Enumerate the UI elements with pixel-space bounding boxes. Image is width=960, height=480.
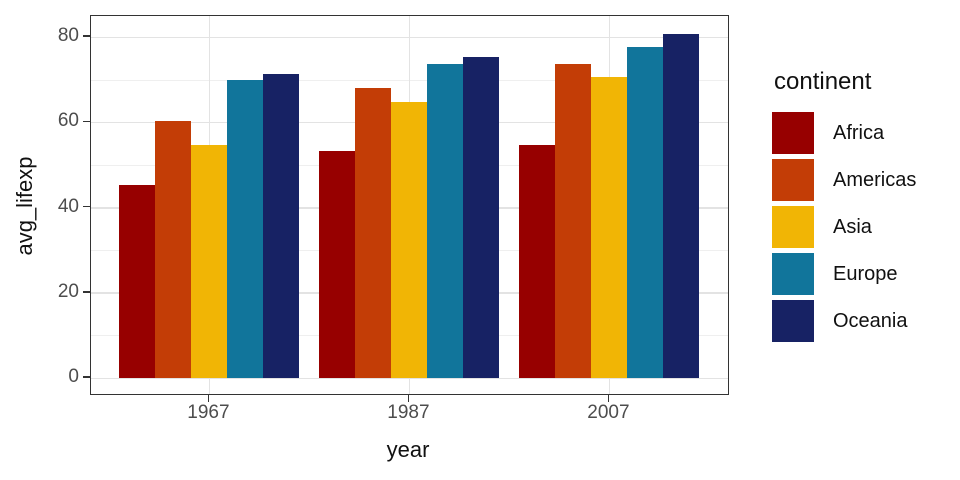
bar-asia-1967: [191, 144, 228, 378]
legend-label: Oceania: [833, 309, 908, 332]
bar-oceania-1967: [263, 74, 300, 378]
legend-swatch-oceania: [772, 300, 814, 342]
plot-panel: [90, 15, 729, 395]
legend-item-asia: Asia: [772, 206, 916, 248]
bar-europe-2007: [627, 47, 664, 378]
legend-item-oceania: Oceania: [772, 300, 916, 342]
bar-europe-1967: [227, 80, 264, 378]
y-tick: [83, 376, 90, 378]
legend-swatch-asia: [772, 206, 814, 248]
bar-oceania-2007: [663, 34, 700, 378]
bar-africa-2007: [519, 144, 556, 378]
legend-label: Africa: [833, 121, 885, 144]
y-tick: [83, 291, 90, 293]
y-tick-label: 0: [68, 366, 79, 387]
x-axis-title: year: [386, 437, 430, 462]
bar-europe-1987: [427, 64, 464, 378]
y-tick-label: 80: [57, 25, 79, 47]
y-axis-title: avg_lifexp: [12, 156, 37, 256]
legend-title: continent: [774, 68, 872, 95]
x-tick: [607, 394, 610, 402]
x-tick-label: 1967: [187, 402, 230, 423]
y-tick-label: 20: [57, 280, 79, 302]
bar-americas-1967: [155, 120, 192, 378]
bar-americas-2007: [555, 64, 592, 378]
bar-africa-1967: [119, 185, 156, 378]
legend-items: Africa Americas Asia Europe Oceania: [772, 112, 916, 342]
legend-item-africa: Africa: [772, 112, 916, 154]
x-tick: [207, 394, 210, 402]
legend-label: Europe: [833, 262, 898, 285]
x-tick: [407, 394, 410, 402]
y-tick: [83, 120, 90, 123]
legend-item-americas: Americas: [772, 159, 916, 201]
bar-africa-1987: [319, 150, 356, 378]
legend-swatch-africa: [772, 112, 814, 154]
y-tick-label: 40: [57, 195, 79, 217]
legend-swatch-europe: [772, 253, 814, 295]
bar-americas-1987: [355, 87, 392, 378]
legend-label: Americas: [833, 168, 917, 191]
legend-label: Asia: [833, 215, 872, 238]
y-tick: [83, 35, 90, 37]
legend-swatch-americas: [772, 159, 814, 201]
bar-oceania-1987: [463, 57, 500, 378]
x-tick-label: 2007: [587, 402, 630, 423]
legend: continent Africa Americas Asia Europe Oceani…: [772, 68, 916, 347]
legend-item-europe: Europe: [772, 253, 916, 295]
y-tick-label: 60: [57, 110, 79, 132]
bar-asia-2007: [591, 76, 628, 378]
x-tick-label: 1987: [387, 402, 430, 423]
y-tick: [83, 205, 90, 208]
bar-asia-1987: [391, 101, 428, 378]
